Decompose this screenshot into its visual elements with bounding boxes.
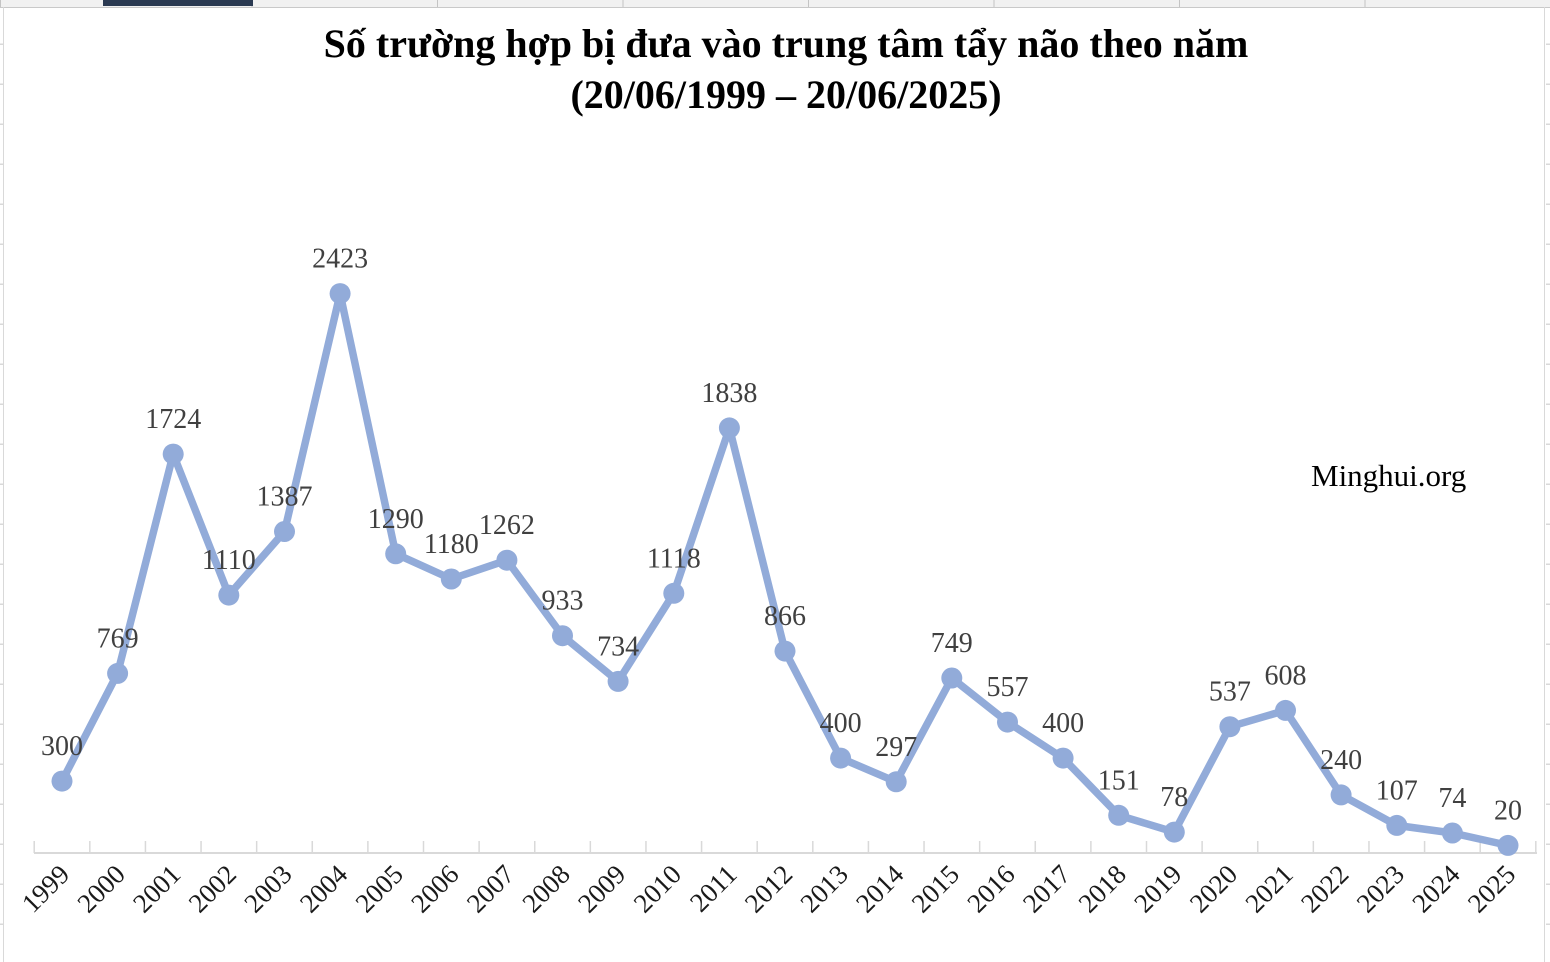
data-point-2002[interactable] [218,584,240,606]
chart-title-block: Số trường hợp bị đưa vào trung tâm tẩy n… [35,18,1537,120]
data-point-2018[interactable] [1108,804,1130,826]
x-axis-label-1999: 1999 [16,859,75,918]
data-label-2020: 537 [1209,677,1251,708]
x-axis-label-2007: 2007 [461,859,520,918]
x-axis-label-2024: 2024 [1406,859,1466,919]
data-label-2024: 74 [1438,783,1466,814]
data-point-2005[interactable] [385,543,407,565]
spreadsheet-row-ticks-right [1546,5,1550,962]
data-label-2000: 769 [97,623,139,654]
data-label-2015: 749 [931,628,973,659]
data-label-2012: 866 [764,601,806,632]
top-accent-bar [103,0,253,6]
x-axis-label-2001: 2001 [127,859,186,918]
x-axis-label-2021: 2021 [1239,859,1298,918]
data-label-2025: 20 [1494,795,1522,826]
data-label-2016: 557 [987,672,1029,703]
data-label-2006: 1180 [424,529,479,560]
data-point-2013[interactable] [830,747,852,769]
data-label-2010: 1118 [647,543,701,574]
data-point-2021[interactable] [1275,699,1296,721]
x-axis-label-2000: 2000 [71,859,130,918]
data-label-2017: 400 [1042,708,1084,739]
data-label-2003: 1387 [257,482,313,513]
data-point-2020[interactable] [1219,716,1241,738]
data-label-2004: 2423 [312,244,368,275]
data-label-2001: 1724 [145,404,201,435]
x-axis-label-2010: 2010 [628,859,687,918]
data-point-2023[interactable] [1386,814,1408,836]
data-point-2003[interactable] [274,521,295,542]
data-point-2015[interactable] [941,667,963,689]
data-point-2006[interactable] [440,568,462,590]
data-label-2022: 240 [1320,745,1362,776]
chart-object[interactable]: Số trường hợp bị đưa vào trung tâm tẩy n… [0,7,1550,962]
x-axis-label-2013: 2013 [794,859,853,918]
x-axis-label-2015: 2015 [906,859,965,918]
x-axis-label-2023: 2023 [1351,859,1410,918]
x-axis-label-2016: 2016 [961,859,1020,918]
data-point-2008[interactable] [552,625,573,647]
data-point-2016[interactable] [997,711,1018,733]
data-point-2017[interactable] [1052,747,1074,769]
x-axis-label-2017: 2017 [1017,859,1076,918]
x-axis-label-2025: 2025 [1462,859,1521,918]
spreadsheet-row-ticks-left [0,5,4,962]
data-point-2024[interactable] [1441,822,1463,844]
data-label-2019: 78 [1160,782,1188,813]
data-point-2025[interactable] [1497,834,1519,856]
x-axis-label-2012: 2012 [739,859,798,918]
data-label-2008: 933 [542,586,584,617]
data-point-2012[interactable] [774,640,796,662]
watermark-minghui: Minghui.org [1311,458,1467,493]
data-label-2021: 608 [1265,660,1307,691]
x-axis-label-2008: 2008 [516,859,575,918]
data-label-2002: 1110 [202,545,256,576]
data-point-2009[interactable] [607,670,629,692]
data-point-2001[interactable] [162,443,184,465]
x-axis-label-2019: 2019 [1128,859,1187,918]
data-point-2022[interactable] [1330,784,1352,806]
spreadsheet-gridline-right [1544,7,1545,962]
chart-subtitle: (20/06/1999 – 20/06/2025) [570,72,1002,118]
data-label-2013: 400 [820,708,862,739]
x-axis-label-2005: 2005 [350,859,409,918]
x-axis-label-2002: 2002 [183,859,242,918]
spreadsheet-top-row [0,0,1550,8]
x-axis-label-2020: 2020 [1184,859,1243,918]
data-point-2019[interactable] [1163,821,1185,843]
data-point-2000[interactable] [107,662,129,684]
data-point-2007[interactable] [496,549,518,571]
series-line [58,289,1512,850]
data-point-2011[interactable] [718,417,740,439]
x-axis-label-2003: 2003 [238,859,297,918]
x-axis-label-2009: 2009 [572,859,631,918]
x-axis-label-2006: 2006 [405,859,464,918]
line-chart-svg: 300 1999 769 2000 1724 2001 1110 2002 1387 2003 24… [16,244,1537,919]
data-label-2007: 1262 [479,510,535,541]
data-label-2011: 1838 [701,378,757,409]
x-axis-label-2011: 2011 [684,859,743,918]
data-label-2009: 734 [597,631,639,662]
x-axis-label-2014: 2014 [850,859,910,919]
x-axis-label-2004: 2004 [294,859,354,919]
data-point-1999[interactable] [51,770,73,792]
chart-title: Số trường hợp bị đưa vào trung tâm tẩy n… [323,21,1249,66]
data-label-1999: 300 [41,731,83,762]
data-label-2023: 107 [1376,775,1418,806]
data-point-2004[interactable] [329,283,351,305]
data-point-2010[interactable] [663,582,685,604]
data-label-2018: 151 [1098,765,1140,796]
data-label-2005: 1290 [368,504,424,535]
x-axis-label-2022: 2022 [1295,859,1354,918]
x-axis-label-2018: 2018 [1073,859,1132,918]
data-point-2014[interactable] [885,771,907,793]
data-label-2014: 297 [875,732,917,763]
